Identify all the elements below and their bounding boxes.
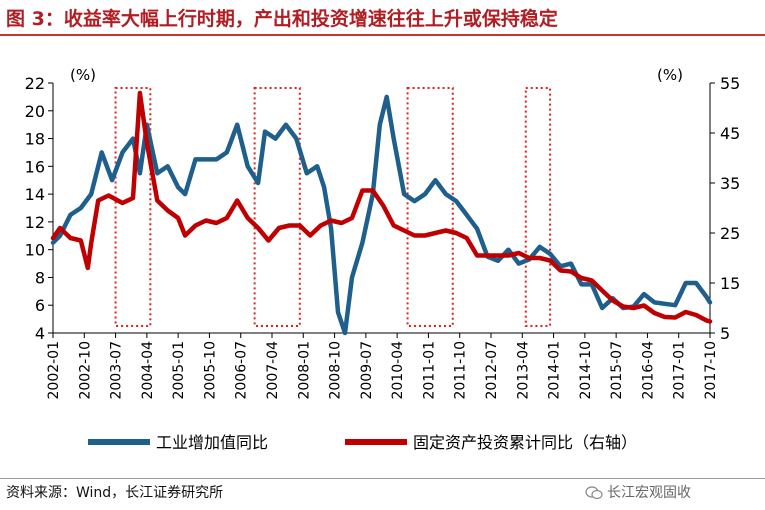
x-tick-label: 2010-04 bbox=[390, 341, 406, 400]
highlight-boxes bbox=[114, 87, 552, 327]
x-tick-label: 2012-07 bbox=[484, 341, 500, 400]
right-tick-labels: 5 15 25 35 45 55 bbox=[710, 74, 740, 343]
highlight-box bbox=[114, 87, 152, 327]
x-tick-label: 2006-07 bbox=[234, 341, 250, 400]
legend: 工业增加值同比 固定资产投资累计同比（右轴） bbox=[88, 433, 637, 452]
chart-title: 图 3：收益率大幅上行时期，产出和投资增速往往上升或保持稳定 bbox=[6, 8, 558, 30]
left-tick-label: 18 bbox=[25, 130, 45, 149]
x-tick-label: 2002-01 bbox=[46, 341, 62, 400]
x-tick-label: 2009-07 bbox=[359, 341, 375, 400]
x-tick-label: 2008-01 bbox=[296, 341, 312, 400]
x-tick-label: 2014-01 bbox=[547, 341, 563, 400]
x-tick-label: 2003-07 bbox=[109, 341, 125, 400]
right-tick-label: 25 bbox=[720, 224, 740, 243]
x-tick-label: 2017-10 bbox=[703, 341, 719, 400]
title-divider bbox=[0, 34, 765, 36]
brand-text: 长江宏观固收 bbox=[607, 485, 691, 501]
left-tick-label: 22 bbox=[25, 74, 45, 93]
x-tick-label: 2011-10 bbox=[453, 341, 469, 400]
x-tick-label: 2013-04 bbox=[515, 341, 531, 400]
x-tick-label: 2007-04 bbox=[265, 341, 281, 400]
x-tick-label: 2011-01 bbox=[421, 341, 437, 400]
x-tick-label: 2005-10 bbox=[202, 341, 218, 400]
source-divider bbox=[0, 478, 765, 479]
x-tick-labels: 2002-01 2002-10 2003-07 2004-04 2005-01 2005-… bbox=[46, 333, 719, 400]
left-tick-labels: 4 6 8 10 12 14 16 18 20 22 bbox=[25, 74, 53, 343]
right-axis-unit: (%) bbox=[657, 66, 683, 84]
right-tick-label: 35 bbox=[720, 174, 740, 193]
axes-group: (%) (%) bbox=[52, 66, 711, 334]
left-tick-label: 8 bbox=[35, 268, 45, 287]
left-axis-unit: (%) bbox=[70, 66, 96, 84]
x-tick-label: 2002-10 bbox=[77, 341, 93, 400]
right-tick-label: 15 bbox=[720, 274, 740, 293]
source-note: 资料来源：Wind，长江证券研究所 bbox=[6, 485, 224, 501]
x-tick-label: 2008-10 bbox=[328, 341, 344, 400]
right-tick-label: 55 bbox=[720, 74, 740, 93]
legend-label-blue: 工业增加值同比 bbox=[156, 433, 268, 452]
legend-label-red: 固定资产投资累计同比（右轴） bbox=[413, 433, 637, 452]
chart-area: (%) (%) 4 6 8 10 12 14 16 18 20 22 5 15 25 35 45 55 20… bbox=[25, 66, 741, 452]
x-tick-label: 2017-01 bbox=[672, 341, 688, 400]
brand-label: 长江宏观固收 bbox=[585, 481, 691, 505]
right-tick-label: 45 bbox=[720, 124, 740, 143]
series-line-fixed-asset-investment bbox=[50, 90, 713, 324]
left-tick-label: 6 bbox=[35, 296, 45, 315]
highlight-box bbox=[524, 87, 552, 327]
x-tick-label: 2015-07 bbox=[609, 341, 625, 400]
wechat-icon bbox=[585, 486, 603, 500]
x-tick-label: 2014-10 bbox=[578, 341, 594, 400]
left-tick-label: 10 bbox=[25, 241, 45, 260]
series-lines bbox=[50, 90, 713, 336]
highlight-box bbox=[406, 87, 454, 327]
x-tick-label: 2016-04 bbox=[640, 341, 656, 400]
x-tick-label: 2004-04 bbox=[140, 341, 156, 400]
x-tick-label: 2005-01 bbox=[171, 341, 187, 400]
highlight-box bbox=[253, 87, 301, 327]
left-tick-label: 20 bbox=[25, 102, 45, 121]
left-tick-label: 16 bbox=[25, 157, 45, 176]
left-tick-label: 12 bbox=[25, 213, 45, 232]
left-tick-label: 4 bbox=[35, 324, 45, 343]
right-tick-label: 5 bbox=[720, 324, 730, 343]
left-tick-label: 14 bbox=[25, 185, 45, 204]
